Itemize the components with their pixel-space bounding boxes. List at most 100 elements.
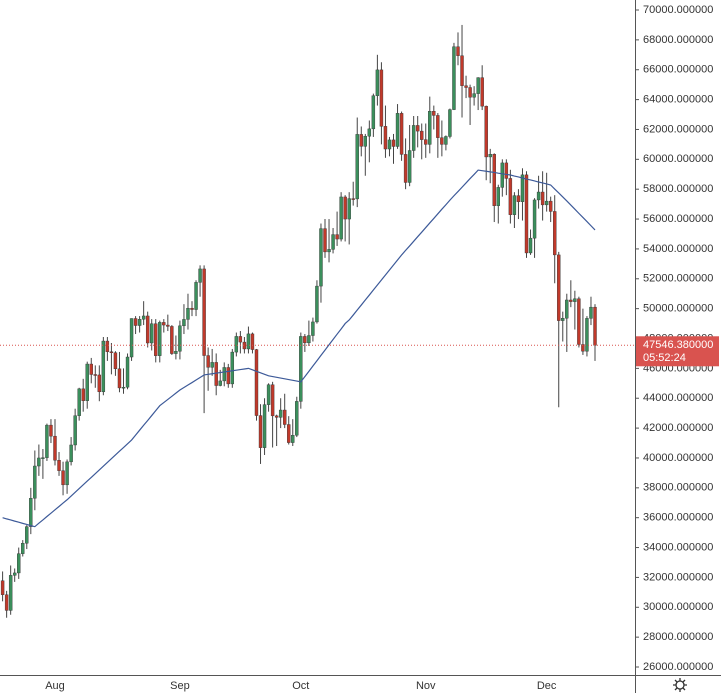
y-tick-label: 32000.000000 (643, 571, 713, 583)
candle-body (283, 409, 287, 425)
candle-body (61, 470, 65, 486)
candle-body (375, 69, 380, 96)
x-tick-label: Aug (45, 680, 65, 692)
candle-body (508, 178, 513, 215)
candle-body (121, 386, 126, 389)
candle-body (512, 195, 517, 215)
candle-body (53, 435, 57, 461)
candle-body (254, 349, 259, 416)
candle-body (432, 111, 436, 116)
y-tick-label: 60000.000000 (643, 153, 713, 165)
candle-body (113, 352, 118, 370)
settings-icon[interactable] (673, 678, 687, 692)
settings-gear[interactable] (675, 680, 685, 690)
candle-body (214, 362, 218, 386)
candle-body (145, 315, 150, 344)
candles (0, 24, 597, 618)
x-tick-label: Dec (537, 680, 557, 692)
candle-body (129, 318, 134, 358)
candle-body (21, 543, 25, 554)
y-tick-label: 56000.000000 (643, 213, 713, 225)
candle-body (440, 137, 444, 145)
candle-body (444, 136, 448, 145)
candle-body (504, 162, 509, 179)
y-tick-label: 68000.000000 (643, 34, 713, 46)
candle-body (41, 457, 45, 459)
candle-body (137, 319, 142, 326)
candle-body (97, 374, 102, 393)
candle-body (178, 325, 182, 352)
candle-body (468, 87, 472, 98)
candle-body (335, 234, 339, 240)
candle-body (532, 199, 537, 239)
candle-body (230, 351, 235, 385)
candle-body (49, 424, 53, 437)
candle-body (359, 134, 363, 147)
candle-body (287, 424, 291, 443)
candle-body (89, 363, 93, 375)
candle-body (218, 380, 222, 386)
candle-body (516, 195, 521, 202)
candle-body (351, 198, 355, 200)
last-price-box (636, 336, 719, 367)
candle-body (270, 384, 275, 417)
last-price-label: 47546.380000 (643, 339, 713, 351)
candle-body (4, 594, 9, 611)
candle-body (500, 162, 505, 188)
y-tick-label: 44000.000000 (643, 392, 713, 404)
candle-body (524, 174, 529, 254)
candle-body (593, 306, 597, 346)
candle-body (363, 135, 367, 147)
candle-body (158, 322, 162, 356)
candle-body (311, 321, 315, 336)
candle-body (577, 298, 581, 345)
countdown-label: 05:52:24 (643, 352, 686, 364)
candle-body (573, 298, 577, 302)
candle-body (355, 134, 359, 200)
candle-body (367, 128, 372, 137)
candle-body (452, 46, 456, 110)
candle-body (395, 113, 400, 147)
candle-body (403, 154, 408, 183)
candle-body (45, 424, 49, 458)
candle-body (295, 401, 299, 436)
settings-gear-teeth[interactable] (673, 678, 687, 692)
candle-body (8, 575, 13, 611)
candle-body (69, 444, 73, 463)
candle-body (0, 580, 5, 595)
candle-body (569, 299, 573, 302)
candle-body (480, 77, 484, 107)
candle-body (411, 125, 416, 151)
candle-body (278, 409, 283, 418)
candle-body (407, 150, 412, 183)
candle-body (484, 105, 488, 158)
candle-body (170, 326, 174, 354)
candle-body (347, 198, 351, 220)
candle-body (548, 200, 553, 212)
y-tick-label: 28000.000000 (643, 631, 713, 643)
candle-body (492, 154, 496, 206)
candle-body (327, 249, 331, 253)
y-tick-label: 38000.000000 (643, 482, 713, 494)
candle-body (274, 415, 279, 418)
candle-body (190, 307, 194, 310)
y-tick-label: 30000.000000 (643, 601, 713, 613)
candle-body (202, 268, 206, 356)
candle-body (536, 191, 541, 201)
candle-body (117, 368, 122, 389)
candle-body (387, 139, 392, 150)
y-tick-label: 50000.000000 (643, 303, 713, 315)
candle-body (448, 109, 452, 137)
candle-body (520, 174, 525, 202)
candle-body (258, 415, 263, 448)
candle-body (415, 125, 420, 132)
candle-body (424, 139, 428, 145)
candle-body (166, 324, 170, 327)
candle-body (472, 93, 476, 98)
candle-body (242, 341, 247, 350)
candle-body (496, 187, 500, 206)
candle-body (456, 46, 460, 56)
candle-body (391, 139, 396, 147)
candle-body (101, 340, 106, 393)
